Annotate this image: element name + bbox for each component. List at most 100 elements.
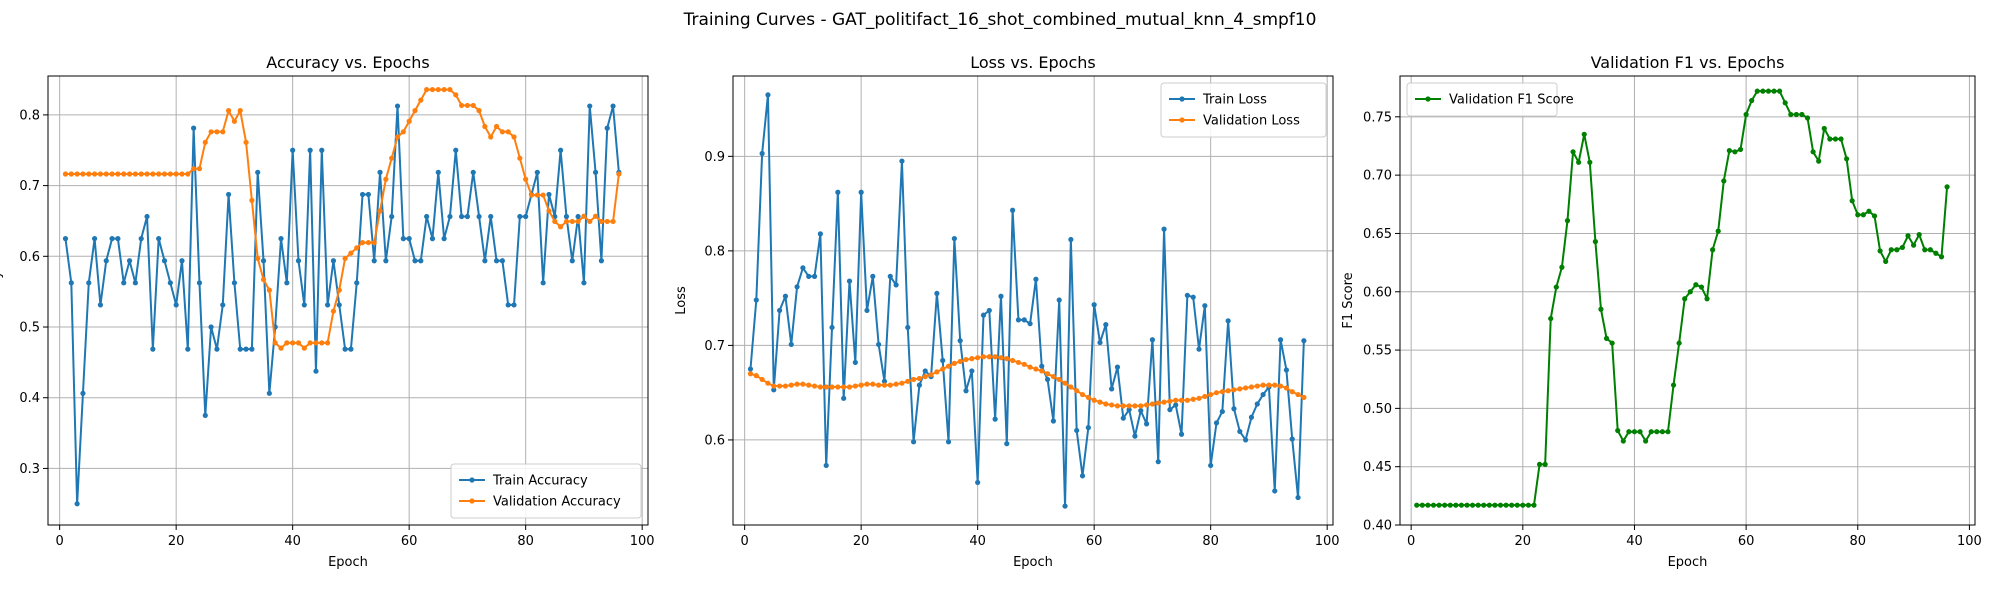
data-point: [1103, 401, 1109, 407]
data-point: [493, 258, 500, 264]
data-point: [1260, 391, 1266, 398]
data-point: [1196, 346, 1202, 352]
data-point: [980, 354, 987, 360]
data-point: [835, 384, 841, 390]
data-point: [121, 280, 127, 286]
data-point: [144, 171, 150, 177]
y-tick-label: 0.7: [704, 339, 725, 354]
data-point: [910, 439, 917, 445]
data-point: [103, 258, 109, 264]
data-point: [777, 307, 783, 314]
data-point: [1598, 306, 1604, 312]
data-point: [1698, 284, 1705, 290]
y-tick-label: 0.8: [19, 108, 40, 123]
data-point: [97, 171, 104, 177]
legend: Train Loss Validation Loss: [1160, 82, 1327, 138]
data-point: [150, 346, 156, 352]
y-tick-label: 0.6: [704, 433, 725, 448]
x-tick-label: 0: [56, 534, 64, 549]
data-point: [1576, 159, 1582, 165]
data-point: [1536, 461, 1543, 467]
data-point: [1531, 502, 1537, 508]
data-point: [80, 171, 86, 177]
data-point: [1486, 502, 1492, 508]
data-point: [1827, 136, 1833, 142]
data-point: [1458, 502, 1465, 508]
data-point: [1743, 111, 1749, 118]
data-point: [1631, 429, 1638, 435]
legend-marker: [469, 477, 475, 483]
data-point: [1260, 382, 1266, 388]
data-point: [470, 102, 476, 109]
data-point: [1894, 247, 1900, 253]
data-point: [1414, 502, 1420, 508]
data-point: [243, 139, 249, 145]
plot-frame: [1399, 75, 1976, 526]
data-point: [1788, 111, 1794, 118]
data-point: [1838, 136, 1844, 142]
data-point: [1609, 340, 1615, 346]
data-point: [249, 346, 255, 352]
data-point: [1665, 429, 1671, 435]
data-point: [359, 239, 366, 246]
data-point: [523, 176, 529, 182]
data-point: [424, 213, 430, 220]
chart-title: Validation F1 vs. Epochs: [1591, 53, 1785, 72]
data-point: [1062, 380, 1068, 386]
data-point: [191, 125, 197, 131]
x-tick-label: 80: [1202, 534, 1219, 549]
data-point: [260, 276, 267, 283]
data-point: [348, 250, 354, 256]
data-point: [1749, 97, 1755, 104]
data-point: [1272, 488, 1278, 494]
data-point: [1592, 239, 1598, 245]
data-point: [876, 382, 882, 388]
data-point: [1173, 402, 1179, 408]
series-validation-accuracy: [62, 86, 622, 351]
data-point: [511, 134, 517, 140]
data-point: [1849, 198, 1855, 204]
data-point: [470, 169, 476, 175]
data-point: [319, 340, 325, 346]
data-point: [940, 366, 946, 372]
data-point: [1044, 371, 1051, 377]
data-point: [482, 258, 488, 264]
data-point: [511, 302, 517, 308]
data-point: [922, 373, 928, 380]
data-point: [231, 118, 238, 124]
data-point: [62, 236, 69, 242]
data-point: [156, 236, 162, 242]
y-tick-label: 0.3: [19, 462, 40, 477]
data-point: [1301, 338, 1307, 344]
data-point: [488, 213, 494, 220]
data-point: [406, 236, 412, 242]
data-point: [255, 169, 261, 175]
data-point: [1899, 244, 1906, 251]
data-point: [1447, 502, 1453, 508]
data-point: [1765, 88, 1772, 94]
data-point: [1693, 282, 1699, 288]
data-point: [811, 383, 818, 389]
data-point: [115, 236, 121, 242]
data-point: [167, 171, 173, 177]
data-point: [1266, 382, 1272, 388]
data-point: [1120, 403, 1126, 409]
data-point: [957, 338, 963, 344]
data-point: [905, 378, 911, 384]
data-point: [1085, 425, 1091, 431]
figure-title: Training Curves - GAT_politifact_16_shot…: [683, 10, 1317, 30]
x-tick-label: 80: [517, 534, 534, 549]
data-point: [1178, 397, 1185, 403]
data-point: [581, 213, 587, 219]
data-point: [365, 239, 371, 246]
data-point: [1620, 438, 1626, 444]
x-tick-label: 0: [741, 534, 749, 549]
data-point: [1219, 389, 1225, 395]
data-point: [1243, 385, 1249, 391]
data-point: [202, 139, 208, 145]
data-point: [418, 97, 424, 103]
data-point: [945, 363, 952, 369]
data-point: [86, 280, 92, 286]
chart-title: Accuracy vs. Epochs: [266, 53, 429, 72]
y-tick-label: 0.5: [19, 321, 40, 336]
